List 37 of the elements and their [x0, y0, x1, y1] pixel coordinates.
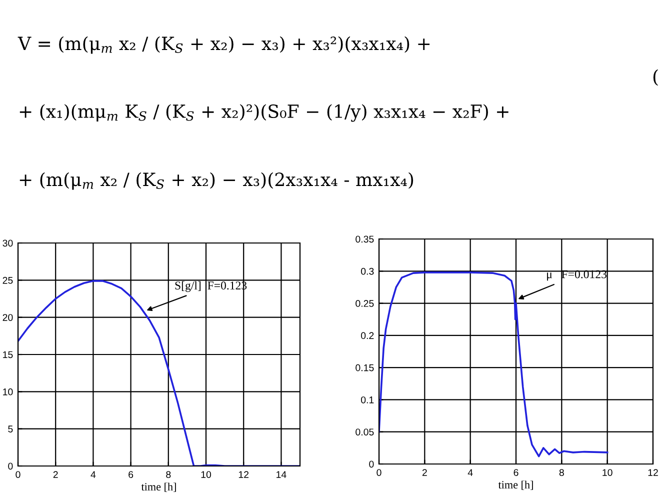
line-series	[379, 272, 608, 458]
x-tick-label: 10	[201, 471, 212, 478]
y-tick-label: 20	[2, 314, 13, 321]
y-tick-label: 5	[8, 426, 13, 432]
y-tick-label: 10	[3, 388, 13, 396]
y-tick-label: 0	[369, 460, 374, 468]
x-tick-label: 14	[276, 471, 286, 478]
y-tick-label: 0.3	[361, 268, 374, 275]
x-tick-label: 8	[166, 471, 171, 478]
x-tick-label: 10	[602, 469, 612, 476]
y-tick-label: 0.05	[356, 428, 374, 436]
y-tick-label: 0.15	[356, 364, 374, 372]
y-tick-label: 0.25	[356, 300, 374, 307]
text: V = (m(μ$_{m}$ x₂ / (K$_{S}$ + x₂) − x₃) + x₃²)(x₃x₁x₄) +	[18, 36, 430, 54]
y-tick-label: 0	[8, 462, 13, 470]
y-tick-label: 0.35	[356, 236, 374, 243]
x-tick-label: 6	[128, 471, 134, 478]
text: + (m(μ$_{m}$ x₂ / (K$_{S}$ + x₂) − x₃)(2x₃x₁x₄ - mx₁x₄)	[20, 172, 414, 190]
x-tick-label: 2	[422, 469, 427, 476]
x-tick-label: 12	[648, 469, 658, 476]
x-tick-label: 8	[559, 469, 564, 476]
x-tick-label: 4	[468, 469, 473, 476]
text: (	[653, 69, 658, 86]
x-axis-title: time [h]	[141, 482, 176, 492]
y-tick-label: 25	[2, 276, 13, 284]
text: + (x₁)(mμ$_{m}$ K$_{S}$ / (K$_{S}$ + x₂)²)(S₀F − (1/y) x₃x₁x₄ − x₂F) +	[20, 104, 508, 122]
y-tick-label: 0.1	[361, 396, 374, 404]
x-tick-label: 12	[238, 471, 249, 478]
x-tick-label: 0	[376, 469, 382, 476]
y-tick-label: 0.2	[361, 332, 374, 340]
x-tick-label: 6	[514, 469, 518, 476]
x-tick-label: 4	[90, 471, 96, 478]
x-tick-label: 2	[53, 471, 58, 478]
y-tick-label: 30	[2, 240, 13, 247]
x-axis-title: time [h]	[498, 480, 533, 490]
x-tick-label: 0	[16, 471, 20, 478]
y-tick-label: 15	[3, 351, 13, 358]
